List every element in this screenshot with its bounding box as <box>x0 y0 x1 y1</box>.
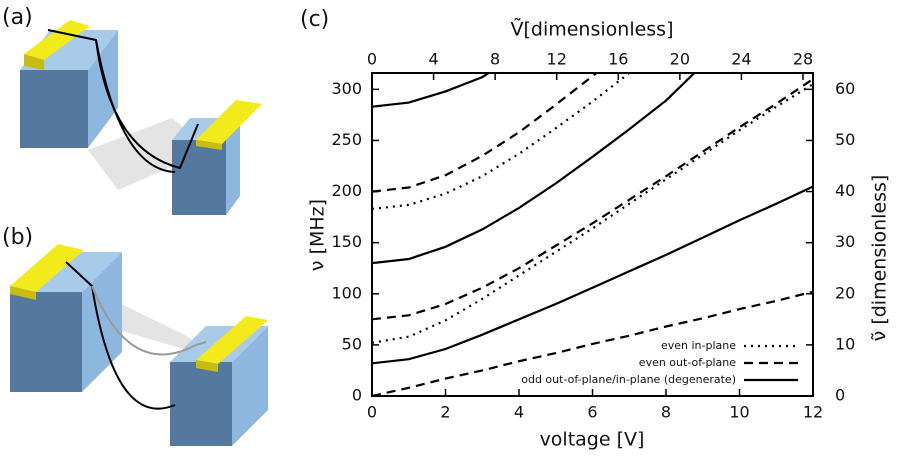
y2-tick-label: 30 <box>835 232 855 251</box>
panel-label: (c) <box>300 7 329 32</box>
y2-tick-label: 0 <box>835 386 845 405</box>
legend-label: even out-of-plane <box>639 356 736 369</box>
plot-area <box>372 73 813 396</box>
x2-tick-label: 4 <box>428 50 438 69</box>
y2-tick-label: 20 <box>835 283 855 302</box>
y-tick-label: 300 <box>331 79 362 98</box>
x2-tick-label: 16 <box>608 50 628 69</box>
curve <box>372 185 813 365</box>
y2-axis-title: ν̃ [dimensionless] <box>869 175 891 342</box>
panel-label: (b) <box>2 225 33 250</box>
y-tick-label: 0 <box>352 386 362 405</box>
x2-tick-label: 0 <box>367 50 377 69</box>
y-tick-label: 150 <box>331 232 362 251</box>
x-tick-label: 10 <box>729 403 749 422</box>
x-tick-label: 0 <box>367 403 377 422</box>
y-tick-label: 200 <box>331 181 362 200</box>
curves <box>372 73 813 396</box>
x2-tick-label: 12 <box>547 50 567 69</box>
x-axis-title: voltage [V] <box>540 429 645 451</box>
x-tick-label: 4 <box>514 403 524 422</box>
panel-label: (a) <box>2 5 33 30</box>
curve <box>372 83 813 344</box>
curve <box>372 73 632 210</box>
y-axis-title: ν [MHz] <box>307 199 329 271</box>
y-tick-label: 100 <box>331 283 362 302</box>
curve <box>372 73 599 193</box>
x-tick-label: 12 <box>803 403 823 422</box>
x2-tick-label: 8 <box>490 50 500 69</box>
y2-tick-label: 10 <box>835 334 855 353</box>
x-tick-label: 6 <box>587 403 597 422</box>
curve <box>372 73 696 265</box>
y2-tick-label: 60 <box>835 79 855 98</box>
y2-tick-label: 50 <box>835 130 855 149</box>
x2-tick-label: 24 <box>731 50 751 69</box>
curve <box>372 290 813 396</box>
y-tick-label: 250 <box>331 130 362 149</box>
x2-axis-title: Ṽ[dimensionless] <box>510 17 673 41</box>
x-tick-label: 2 <box>440 403 450 422</box>
curve <box>372 73 491 108</box>
x-tick-label: 8 <box>661 403 671 422</box>
legend-label: odd out-of-plane/in-plane (degenerate) <box>521 373 736 386</box>
x2-tick-label: 28 <box>793 50 813 69</box>
x2-tick-label: 20 <box>670 50 690 69</box>
y-tick-label: 50 <box>342 334 362 353</box>
curve <box>372 78 813 321</box>
legend-label: even in-plane <box>661 339 736 352</box>
diagram-a <box>20 20 262 215</box>
diagram-b <box>10 244 268 446</box>
y2-tick-label: 40 <box>835 181 855 200</box>
